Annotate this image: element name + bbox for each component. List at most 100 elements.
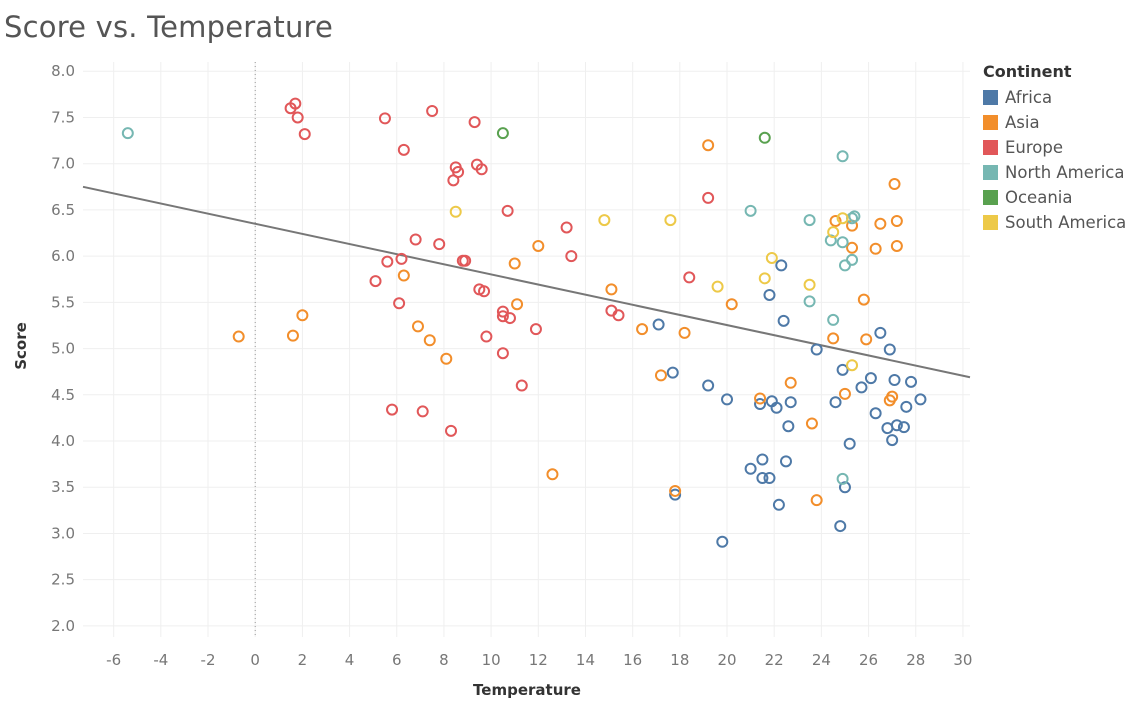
point-oceania[interactable] bbox=[496, 127, 509, 140]
point-africa[interactable] bbox=[784, 396, 797, 409]
point-europe[interactable] bbox=[397, 143, 410, 156]
point-north-america[interactable] bbox=[803, 214, 816, 227]
point-north-america[interactable] bbox=[121, 127, 134, 140]
point-europe[interactable] bbox=[452, 166, 465, 179]
point-asia[interactable] bbox=[232, 330, 245, 343]
point-africa[interactable] bbox=[855, 381, 868, 394]
point-europe[interactable] bbox=[702, 191, 715, 204]
point-south-america[interactable] bbox=[846, 359, 859, 372]
point-asia[interactable] bbox=[886, 390, 899, 403]
point-north-america[interactable] bbox=[824, 234, 837, 247]
point-south-america[interactable] bbox=[765, 251, 778, 264]
legend-item-europe[interactable]: Europe bbox=[983, 135, 1126, 160]
point-africa[interactable] bbox=[702, 379, 715, 392]
point-europe[interactable] bbox=[503, 312, 516, 325]
point-south-america[interactable] bbox=[803, 278, 816, 291]
point-africa[interactable] bbox=[888, 374, 901, 387]
point-africa[interactable] bbox=[763, 471, 776, 484]
point-asia[interactable] bbox=[532, 239, 545, 252]
point-africa[interactable] bbox=[829, 396, 842, 409]
point-europe[interactable] bbox=[416, 405, 429, 418]
point-africa[interactable] bbox=[772, 498, 785, 511]
point-north-america[interactable] bbox=[848, 210, 861, 223]
point-africa[interactable] bbox=[838, 481, 851, 494]
point-europe[interactable] bbox=[496, 305, 509, 318]
point-africa[interactable] bbox=[886, 434, 899, 447]
point-south-america[interactable] bbox=[598, 214, 611, 227]
point-oceania[interactable] bbox=[758, 131, 771, 144]
point-south-america[interactable] bbox=[711, 280, 724, 293]
legend-item-asia[interactable]: Asia bbox=[983, 110, 1126, 135]
point-asia[interactable] bbox=[846, 241, 859, 254]
point-asia[interactable] bbox=[754, 392, 767, 405]
point-asia[interactable] bbox=[511, 298, 524, 311]
point-europe[interactable] bbox=[445, 424, 458, 437]
point-europe[interactable] bbox=[565, 250, 578, 263]
point-europe[interactable] bbox=[515, 379, 528, 392]
point-south-america[interactable] bbox=[664, 214, 677, 227]
point-europe[interactable] bbox=[381, 255, 394, 268]
point-europe[interactable] bbox=[386, 403, 399, 416]
point-europe[interactable] bbox=[378, 112, 391, 125]
point-south-america[interactable] bbox=[449, 205, 462, 218]
point-asia[interactable] bbox=[810, 494, 823, 507]
point-europe[interactable] bbox=[409, 233, 422, 246]
point-europe[interactable] bbox=[560, 221, 573, 234]
legend-item-south-america[interactable]: South America bbox=[983, 210, 1126, 235]
point-europe[interactable] bbox=[395, 252, 408, 265]
point-europe[interactable] bbox=[393, 297, 406, 310]
point-africa[interactable] bbox=[874, 326, 887, 339]
point-asia[interactable] bbox=[827, 332, 840, 345]
point-asia[interactable] bbox=[605, 283, 618, 296]
point-africa[interactable] bbox=[905, 375, 918, 388]
point-africa[interactable] bbox=[883, 343, 896, 356]
point-asia[interactable] bbox=[636, 323, 649, 336]
point-africa[interactable] bbox=[666, 366, 679, 379]
point-asia[interactable] bbox=[805, 417, 818, 430]
point-africa[interactable] bbox=[834, 520, 847, 533]
point-asia[interactable] bbox=[423, 334, 436, 347]
point-asia[interactable] bbox=[702, 139, 715, 152]
point-north-america[interactable] bbox=[803, 295, 816, 308]
point-europe[interactable] bbox=[468, 116, 481, 129]
point-europe[interactable] bbox=[501, 204, 514, 217]
point-europe[interactable] bbox=[612, 309, 625, 322]
point-africa[interactable] bbox=[836, 363, 849, 376]
point-europe[interactable] bbox=[480, 330, 493, 343]
legend-item-north-america[interactable]: North America bbox=[983, 160, 1126, 185]
point-africa[interactable] bbox=[744, 462, 757, 475]
point-europe[interactable] bbox=[496, 310, 509, 323]
legend-item-africa[interactable]: Africa bbox=[983, 85, 1126, 110]
point-africa[interactable] bbox=[890, 419, 903, 432]
point-asia[interactable] bbox=[857, 293, 870, 306]
point-africa[interactable] bbox=[864, 372, 877, 385]
point-africa[interactable] bbox=[775, 259, 788, 272]
point-africa[interactable] bbox=[914, 393, 927, 406]
point-asia[interactable] bbox=[888, 178, 901, 191]
point-europe[interactable] bbox=[478, 285, 491, 298]
point-africa[interactable] bbox=[754, 398, 767, 411]
point-africa[interactable] bbox=[770, 401, 783, 414]
point-europe[interactable] bbox=[683, 271, 696, 284]
point-europe[interactable] bbox=[291, 111, 304, 124]
point-europe[interactable] bbox=[459, 254, 472, 267]
point-asia[interactable] bbox=[678, 326, 691, 339]
point-africa[interactable] bbox=[756, 453, 769, 466]
point-africa[interactable] bbox=[716, 535, 729, 548]
point-north-america[interactable] bbox=[827, 313, 840, 326]
point-africa[interactable] bbox=[777, 314, 790, 327]
point-north-america[interactable] bbox=[846, 253, 859, 266]
point-europe[interactable] bbox=[475, 163, 488, 176]
point-north-america[interactable] bbox=[836, 472, 849, 485]
point-africa[interactable] bbox=[652, 318, 665, 331]
point-asia[interactable] bbox=[654, 369, 667, 382]
point-asia[interactable] bbox=[669, 484, 682, 497]
point-asia[interactable] bbox=[296, 309, 309, 322]
point-europe[interactable] bbox=[426, 104, 439, 117]
point-africa[interactable] bbox=[721, 393, 734, 406]
point-asia[interactable] bbox=[286, 329, 299, 342]
point-africa[interactable] bbox=[900, 400, 913, 413]
point-north-america[interactable] bbox=[744, 204, 757, 217]
point-south-america[interactable] bbox=[836, 212, 849, 225]
point-south-america[interactable] bbox=[827, 226, 840, 239]
